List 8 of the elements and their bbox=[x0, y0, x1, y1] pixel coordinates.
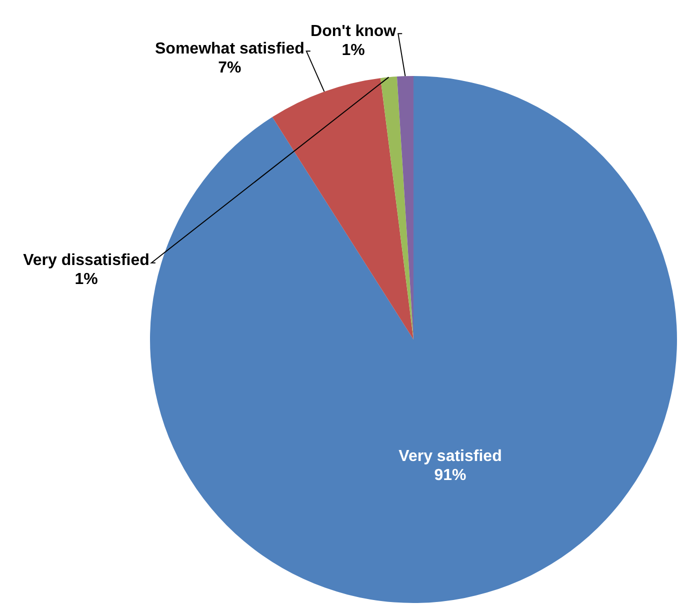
data-label: 91% bbox=[434, 466, 466, 484]
slice-label: Somewhat satisfied bbox=[155, 40, 304, 58]
data-label: 1% bbox=[342, 42, 365, 60]
data-label: 1% bbox=[74, 271, 98, 288]
slice-label: Very dissatisfied bbox=[23, 252, 150, 270]
slice-label: Don't know bbox=[310, 23, 397, 40]
data-label: 7% bbox=[218, 60, 242, 77]
slice-label: Very satisfied bbox=[398, 448, 502, 465]
